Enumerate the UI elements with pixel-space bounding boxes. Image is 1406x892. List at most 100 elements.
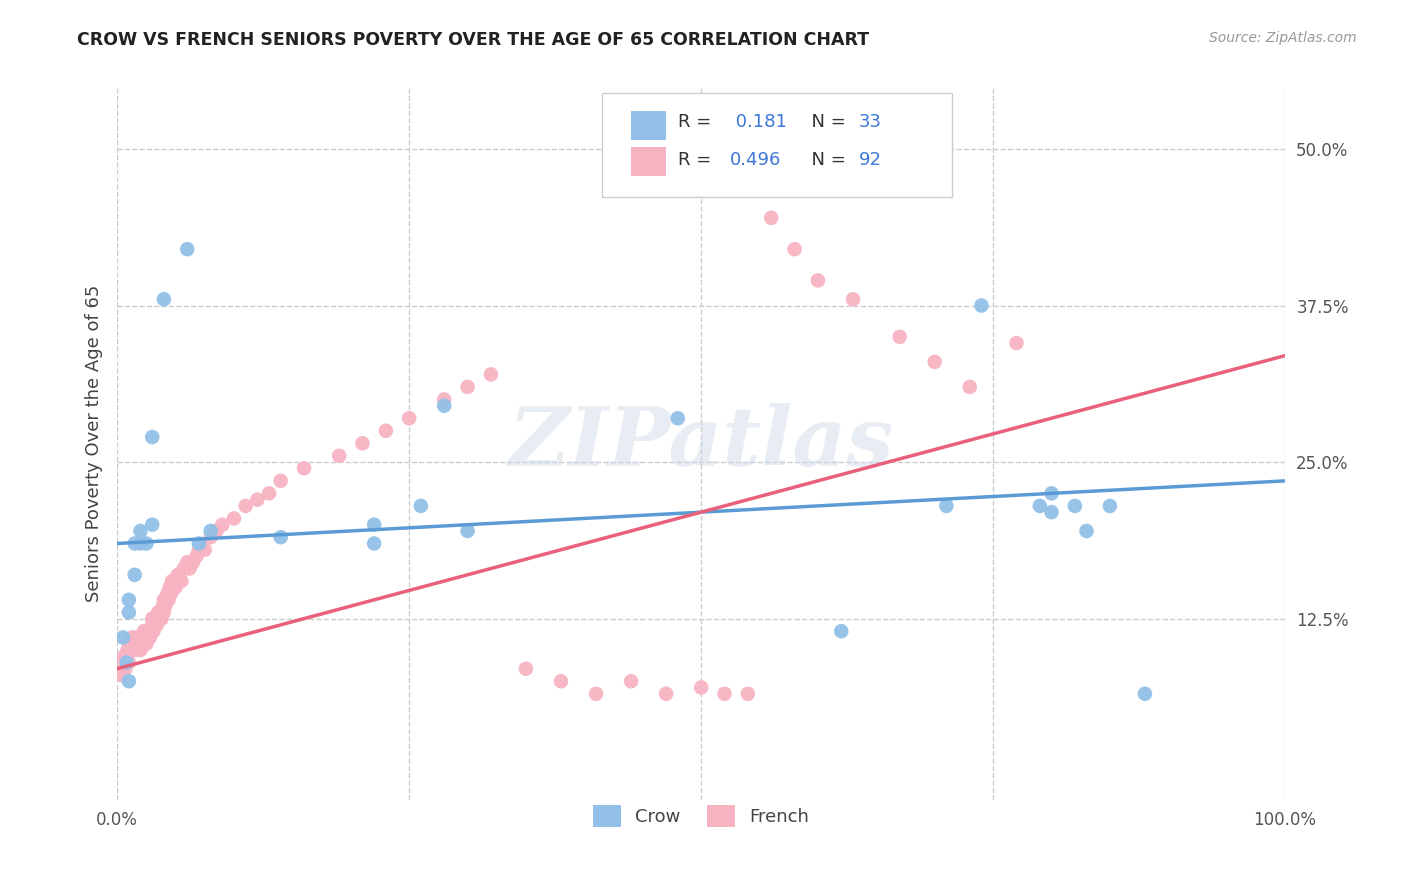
Point — [179, 561, 201, 575]
Point — [141, 430, 163, 444]
Point — [129, 643, 152, 657]
Point — [181, 555, 204, 569]
Point — [162, 580, 184, 594]
Point — [157, 592, 180, 607]
Text: 33: 33 — [859, 113, 882, 131]
Point — [515, 662, 537, 676]
Point — [409, 499, 432, 513]
Point — [585, 687, 607, 701]
Point — [200, 530, 222, 544]
Point — [457, 524, 479, 538]
Point — [125, 637, 148, 651]
FancyBboxPatch shape — [631, 112, 666, 140]
Point — [110, 668, 132, 682]
Point — [118, 643, 141, 657]
Point — [352, 436, 374, 450]
Point — [1029, 499, 1052, 513]
Point — [970, 299, 993, 313]
Point — [139, 631, 162, 645]
Point — [655, 687, 678, 701]
Point — [153, 599, 176, 613]
Point — [1005, 336, 1028, 351]
Point — [118, 656, 141, 670]
Point — [139, 624, 162, 639]
Point — [149, 606, 172, 620]
Point — [131, 637, 153, 651]
Point — [112, 656, 135, 670]
Point — [194, 542, 217, 557]
Point — [112, 631, 135, 645]
FancyBboxPatch shape — [602, 94, 952, 197]
Point — [257, 486, 280, 500]
Point — [134, 631, 156, 645]
Point — [114, 662, 136, 676]
Point — [761, 211, 783, 225]
Point — [363, 517, 385, 532]
Point — [160, 586, 183, 600]
FancyBboxPatch shape — [631, 147, 666, 176]
Point — [129, 524, 152, 538]
Point — [125, 631, 148, 645]
Text: 92: 92 — [859, 151, 882, 169]
Point — [270, 474, 292, 488]
Point — [783, 242, 806, 256]
Point — [127, 637, 149, 651]
Point — [186, 549, 208, 563]
Point — [187, 536, 209, 550]
Legend: Crow, French: Crow, French — [586, 797, 815, 834]
Point — [129, 536, 152, 550]
Point — [187, 542, 209, 557]
Point — [141, 612, 163, 626]
Point — [713, 687, 735, 701]
Point — [132, 637, 155, 651]
Point — [363, 536, 385, 550]
Point — [1040, 505, 1063, 519]
Point — [889, 330, 911, 344]
Point — [156, 586, 179, 600]
Point — [148, 612, 170, 626]
Point — [1040, 486, 1063, 500]
Point — [135, 624, 157, 639]
Text: N =: N = — [800, 113, 852, 131]
Y-axis label: Seniors Poverty Over the Age of 65: Seniors Poverty Over the Age of 65 — [86, 285, 103, 602]
Point — [374, 424, 396, 438]
Point — [153, 292, 176, 306]
Point — [1076, 524, 1098, 538]
Point — [924, 355, 946, 369]
Point — [235, 499, 257, 513]
Point — [155, 592, 177, 607]
Text: 0.496: 0.496 — [730, 151, 782, 169]
Text: ZIPatlas: ZIPatlas — [509, 403, 894, 483]
Point — [138, 624, 160, 639]
Point — [112, 649, 135, 664]
Point — [666, 411, 689, 425]
Point — [146, 606, 169, 620]
Point — [152, 599, 174, 613]
Point — [433, 399, 456, 413]
Point — [205, 524, 228, 538]
Text: 0.181: 0.181 — [730, 113, 787, 131]
Point — [118, 674, 141, 689]
Point — [292, 461, 315, 475]
Point — [142, 624, 165, 639]
Point — [246, 492, 269, 507]
Point — [145, 612, 167, 626]
Point — [1063, 499, 1085, 513]
Point — [141, 618, 163, 632]
Point — [118, 637, 141, 651]
Point — [170, 574, 193, 588]
Point — [830, 624, 852, 639]
Point — [690, 681, 713, 695]
Text: R =: R = — [678, 113, 717, 131]
Point — [117, 643, 139, 657]
Point — [1098, 499, 1121, 513]
Point — [270, 530, 292, 544]
Point — [124, 567, 146, 582]
Point — [479, 368, 502, 382]
Point — [128, 643, 150, 657]
Point — [146, 618, 169, 632]
Point — [150, 612, 173, 626]
Point — [115, 656, 138, 670]
Text: N =: N = — [800, 151, 852, 169]
Point — [433, 392, 456, 407]
